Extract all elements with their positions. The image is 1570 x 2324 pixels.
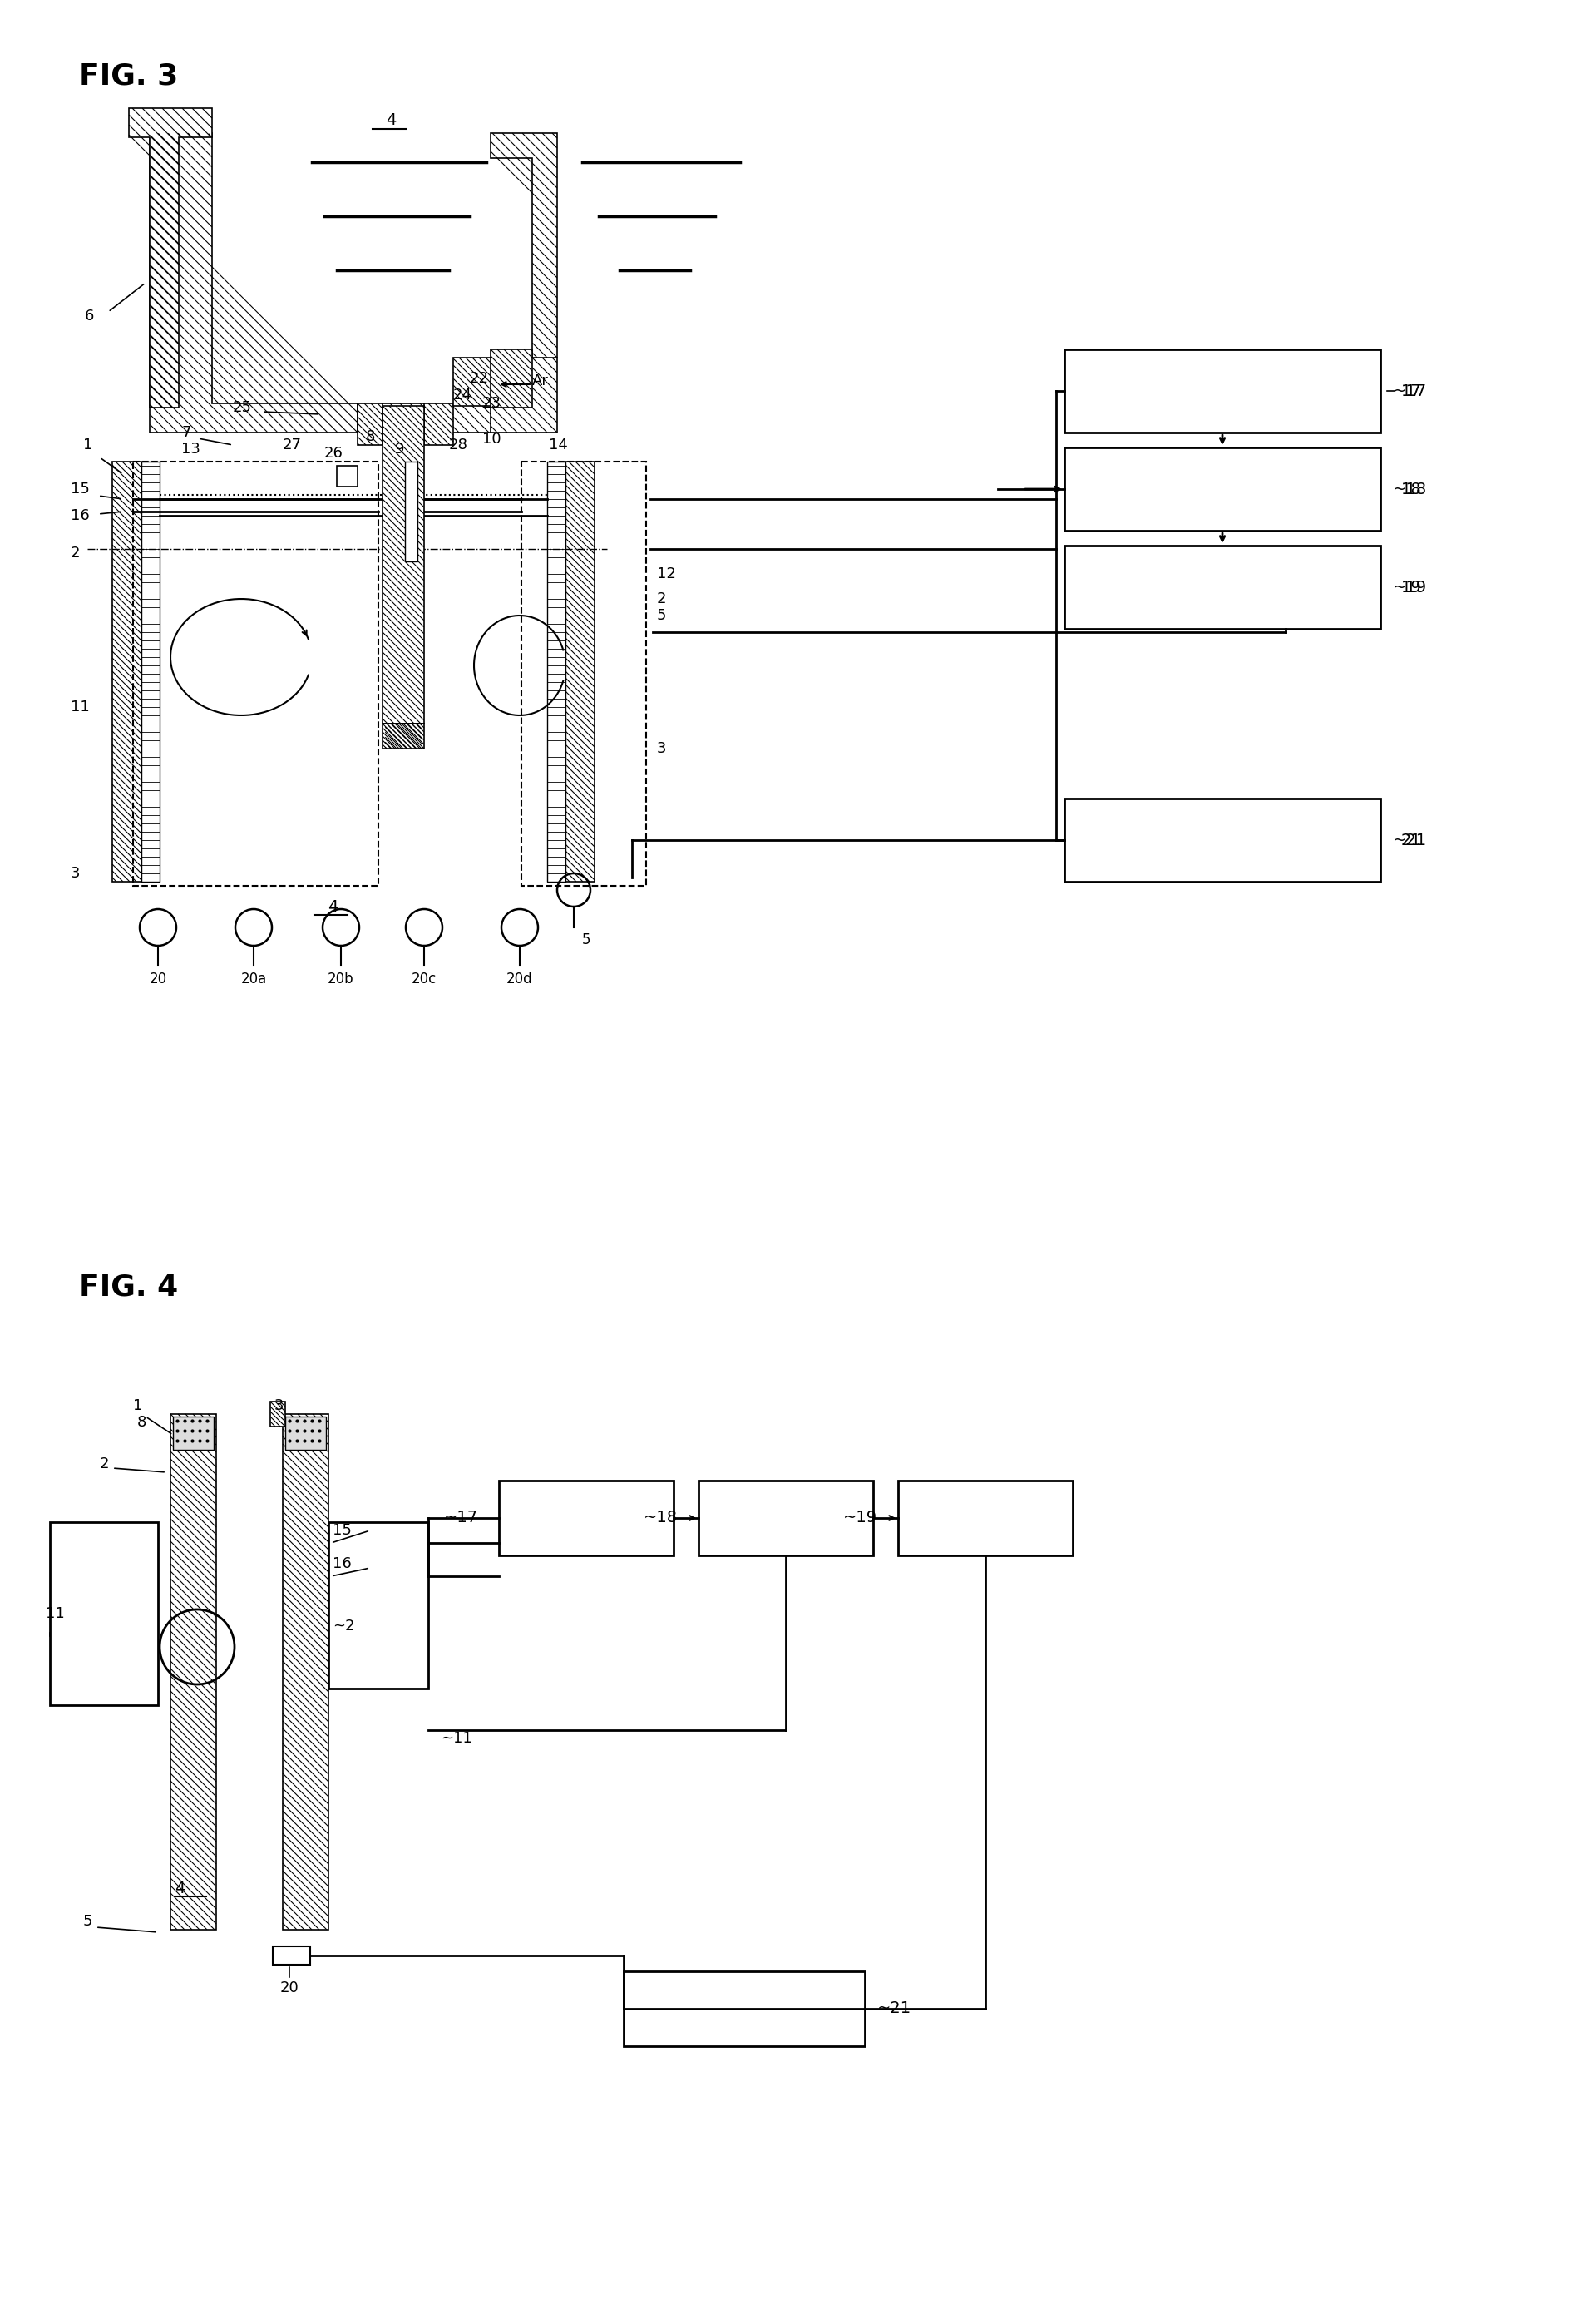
- Text: 23: 23: [482, 395, 501, 411]
- Polygon shape: [383, 723, 424, 748]
- Polygon shape: [424, 404, 454, 444]
- Bar: [499, 1480, 674, 1555]
- Text: ~19: ~19: [1393, 579, 1427, 595]
- Polygon shape: [149, 132, 358, 432]
- Text: 3: 3: [275, 1399, 284, 1413]
- Polygon shape: [283, 1413, 328, 1929]
- Text: 21: 21: [1400, 832, 1422, 848]
- Text: 25: 25: [232, 400, 251, 416]
- Text: 6: 6: [85, 309, 94, 323]
- Text: 26: 26: [325, 446, 344, 460]
- Text: 15: 15: [333, 1522, 352, 1538]
- Text: 16: 16: [333, 1557, 352, 1571]
- Text: ~2: ~2: [333, 1618, 355, 1634]
- Text: ~18: ~18: [1393, 481, 1427, 497]
- Text: 2: 2: [100, 1457, 110, 1471]
- Polygon shape: [383, 407, 424, 723]
- Polygon shape: [454, 358, 490, 407]
- Text: 13: 13: [181, 442, 201, 456]
- Text: ~19: ~19: [843, 1511, 878, 1527]
- Text: 20: 20: [149, 971, 166, 985]
- Bar: [328, 1522, 429, 1690]
- Text: 4: 4: [328, 899, 338, 916]
- Bar: [1064, 546, 1380, 630]
- Bar: [141, 462, 160, 881]
- Text: ~17: ~17: [444, 1511, 479, 1527]
- Bar: [521, 462, 647, 885]
- Bar: [273, 1948, 311, 1964]
- Text: 2: 2: [656, 590, 667, 607]
- Bar: [405, 462, 418, 562]
- Text: ~17: ~17: [1393, 383, 1427, 400]
- Text: ~11: ~11: [441, 1731, 473, 1745]
- Text: 1: 1: [133, 1399, 143, 1413]
- Text: 20a: 20a: [240, 971, 267, 985]
- Text: 16: 16: [71, 509, 89, 523]
- Text: 5: 5: [83, 1915, 93, 1929]
- Text: FIG. 3: FIG. 3: [78, 63, 177, 91]
- Text: 3: 3: [656, 741, 667, 755]
- Bar: [623, 1971, 865, 2045]
- Bar: [133, 462, 378, 885]
- Bar: [1064, 449, 1380, 530]
- Text: 20b: 20b: [328, 971, 355, 985]
- Bar: [699, 1480, 873, 1555]
- Polygon shape: [270, 1401, 286, 1427]
- Bar: [898, 1480, 1072, 1555]
- Text: ~18: ~18: [644, 1511, 678, 1527]
- Polygon shape: [358, 404, 383, 444]
- Polygon shape: [113, 462, 141, 881]
- Text: 1: 1: [83, 437, 93, 453]
- Text: 8: 8: [366, 430, 375, 444]
- Text: 18: 18: [1400, 481, 1422, 497]
- Polygon shape: [565, 462, 595, 881]
- Text: 11: 11: [71, 700, 89, 713]
- Text: 22: 22: [469, 372, 488, 386]
- Text: 4: 4: [174, 1880, 185, 1896]
- Text: 5: 5: [582, 932, 590, 948]
- Polygon shape: [171, 1413, 217, 1929]
- Text: 11: 11: [46, 1606, 64, 1622]
- Bar: [173, 1418, 214, 1450]
- Bar: [50, 1522, 159, 1706]
- Text: 20: 20: [279, 1980, 298, 1996]
- Polygon shape: [129, 109, 212, 407]
- Text: 27: 27: [283, 437, 301, 453]
- Polygon shape: [490, 349, 532, 407]
- Text: 8: 8: [137, 1415, 146, 1429]
- Text: FIG. 4: FIG. 4: [78, 1274, 177, 1301]
- Text: ~21: ~21: [1393, 832, 1427, 848]
- Text: 28: 28: [449, 437, 468, 453]
- Bar: [1064, 799, 1380, 881]
- Text: 20c: 20c: [411, 971, 436, 985]
- Text: 14: 14: [549, 437, 568, 453]
- Polygon shape: [358, 404, 490, 432]
- Text: 24: 24: [454, 388, 473, 402]
- Text: 3: 3: [71, 867, 80, 881]
- Text: 20d: 20d: [507, 971, 532, 985]
- Text: 4: 4: [386, 112, 396, 128]
- Text: Ar: Ar: [532, 374, 549, 388]
- Text: ~21: ~21: [878, 2001, 912, 2017]
- Polygon shape: [490, 132, 557, 358]
- Text: 7: 7: [181, 425, 192, 439]
- Bar: [548, 462, 565, 881]
- Polygon shape: [490, 358, 557, 432]
- Text: 10: 10: [482, 432, 501, 446]
- Bar: [338, 465, 358, 486]
- Text: 9: 9: [396, 442, 405, 456]
- Bar: [1064, 349, 1380, 432]
- Text: 15: 15: [71, 481, 89, 497]
- Text: 12: 12: [656, 567, 677, 581]
- Text: 2: 2: [71, 546, 80, 560]
- Bar: [286, 1418, 327, 1450]
- Polygon shape: [385, 723, 422, 748]
- Text: 5: 5: [656, 609, 667, 623]
- Text: 19: 19: [1400, 579, 1422, 595]
- Text: 17: 17: [1400, 383, 1422, 400]
